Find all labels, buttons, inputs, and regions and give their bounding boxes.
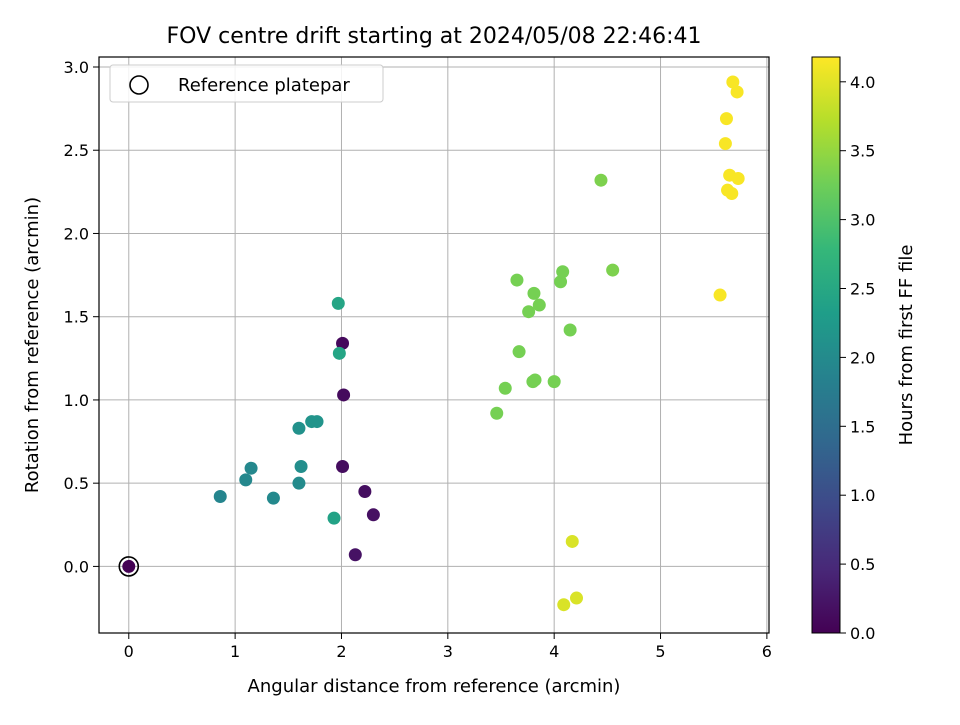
data-point: [528, 373, 542, 387]
data-point: [725, 187, 739, 201]
data-point: [527, 286, 541, 300]
data-point: [565, 534, 579, 548]
data-point: [730, 85, 744, 99]
data-point: [239, 473, 253, 487]
x-tick-label: 4: [549, 642, 559, 661]
data-point: [294, 460, 308, 474]
x-axis-label: Angular distance from reference (arcmin): [248, 676, 621, 697]
data-point: [292, 476, 306, 490]
x-tick-label: 6: [762, 642, 772, 661]
data-point: [490, 406, 504, 420]
data-point: [337, 388, 351, 402]
data-point: [327, 511, 341, 525]
y-tick-label: 0.0: [64, 557, 89, 576]
y-tick-label: 2.5: [64, 141, 89, 160]
plot-frame: [98, 56, 770, 634]
data-point: [213, 489, 227, 503]
data-point: [292, 421, 306, 435]
colorbar-tick-label: 1.5: [850, 417, 875, 436]
y-tick-label: 1.0: [64, 391, 89, 410]
colorbar-tick-label: 1.0: [850, 486, 875, 505]
legend-reference-marker: [129, 75, 149, 95]
data-point: [331, 296, 345, 310]
colorbar: 0.0 0.5 1.0 1.5 2.0 2.5 3.0 3.5 4.0 Hours from f…: [811, 56, 917, 643]
y-axis-label: Rotation from reference (arcmin): [22, 197, 43, 493]
y-axis-ticks: 0.0 0.5 1.0 1.5 2.0 2.5 3.0: [64, 58, 99, 576]
data-point: [718, 137, 732, 151]
colorbar-label: Hours from first FF file: [896, 245, 917, 446]
data-point: [332, 346, 346, 360]
data-point: [606, 263, 620, 277]
data-point: [266, 491, 280, 505]
data-point: [244, 461, 258, 475]
data-point: [336, 460, 350, 474]
x-tick-label: 3: [443, 642, 453, 661]
data-point: [512, 345, 526, 359]
data-point: [713, 288, 727, 302]
data-point: [557, 598, 571, 612]
x-tick-label: 0: [124, 642, 134, 661]
legend-frame: [109, 64, 384, 103]
x-tick-label: 2: [336, 642, 346, 661]
y-tick-label: 2.0: [64, 224, 89, 243]
data-point: [522, 305, 536, 319]
colorbar-tick-label: 0.5: [850, 555, 875, 574]
data-point: [570, 591, 584, 605]
data-point: [122, 559, 136, 573]
data-point: [731, 172, 745, 186]
data-point: [532, 298, 546, 312]
data-point: [547, 375, 561, 389]
y-tick-label: 0.5: [64, 474, 89, 493]
x-tick-label: 1: [230, 642, 240, 661]
colorbar-ticks: 0.0 0.5 1.0 1.5 2.0 2.5 3.0 3.5 4.0: [840, 73, 875, 643]
data-point: [310, 415, 324, 429]
data-point: [336, 336, 350, 350]
colorbar-tick-label: 4.0: [850, 73, 875, 92]
colorbar-tick-label: 3.5: [850, 142, 875, 161]
data-point: [563, 323, 577, 337]
x-tick-label: 5: [655, 642, 665, 661]
data-point: [358, 484, 372, 498]
reference-platepar-marker: [118, 556, 140, 577]
data-point: [719, 112, 733, 126]
y-tick-label: 3.0: [64, 58, 89, 77]
chart-title: FOV centre drift starting at 2024/05/08 …: [167, 24, 702, 49]
colorbar-tick-label: 2.0: [850, 348, 875, 367]
colorbar-tick-label: 3.0: [850, 211, 875, 230]
colorbar-tick-label: 2.5: [850, 280, 875, 299]
data-point: [594, 173, 608, 187]
data-point: [726, 75, 740, 89]
data-point: [556, 265, 570, 279]
data-point: [366, 508, 380, 522]
y-tick-label: 1.5: [64, 308, 89, 327]
data-points: [118, 75, 745, 612]
legend-entry-label: Reference platepar: [178, 75, 350, 96]
data-point: [510, 273, 524, 287]
data-point: [498, 381, 512, 395]
grid-lines: [99, 57, 769, 633]
legend: Reference platepar: [109, 64, 384, 103]
data-point: [348, 548, 362, 562]
x-axis-ticks: 0 1 2 3 4 5 6: [124, 633, 772, 661]
colorbar-gradient: [811, 56, 841, 634]
data-point: [554, 275, 568, 289]
colorbar-tick-label: 0.0: [850, 624, 875, 643]
